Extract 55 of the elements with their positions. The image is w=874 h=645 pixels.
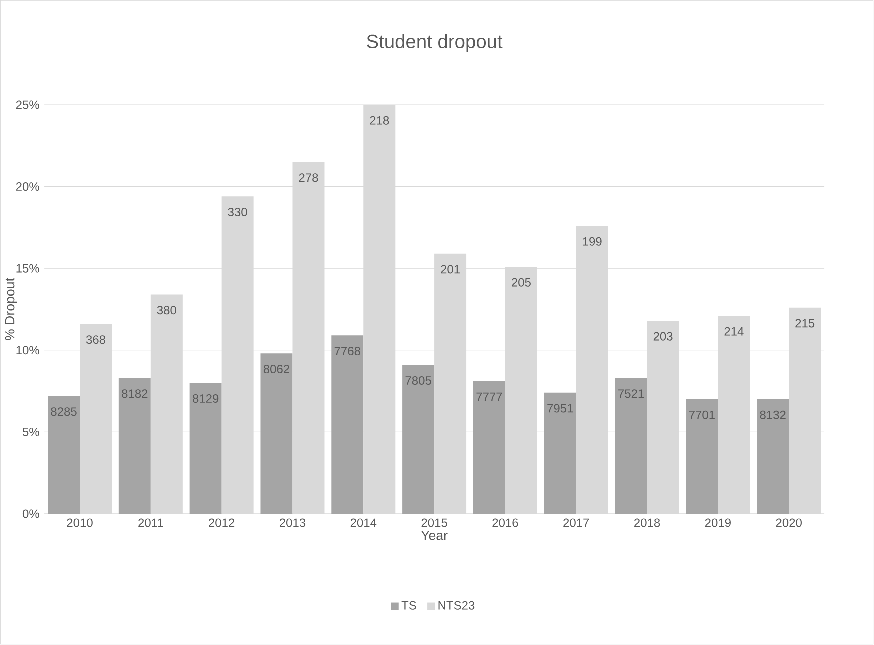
bar: [260, 354, 293, 514]
y-axis-title: % Dropout: [5, 278, 18, 341]
bar: [118, 378, 151, 514]
bar: [332, 336, 364, 514]
bar: [473, 381, 506, 514]
annotation: 7805: [406, 376, 432, 385]
bar: [544, 392, 576, 514]
x-axis-title: Year: [421, 531, 448, 540]
annotation: 278: [299, 174, 318, 182]
annotation: 7768: [334, 347, 360, 356]
bar: [615, 378, 648, 514]
x-tick-label: 2014: [350, 518, 377, 528]
bar: [686, 399, 718, 514]
x-tick-label: 2019: [705, 518, 731, 528]
annotation: 8182: [122, 390, 148, 398]
annotation: 201: [441, 265, 460, 274]
annotation: 8062: [264, 365, 290, 374]
annotation: 8285: [51, 408, 77, 416]
annotation: 330: [228, 208, 248, 216]
annotation: 205: [512, 278, 531, 287]
legend-label: TS: [402, 601, 416, 610]
annotation: 8129: [193, 394, 219, 403]
x-tick-label: 2013: [280, 518, 306, 528]
annotation: 218: [370, 116, 390, 125]
x-tick-label: 2016: [492, 518, 518, 528]
annotation: 7951: [548, 404, 574, 413]
annotation: 7777: [476, 392, 502, 402]
annotation: 215: [796, 319, 815, 328]
y-tick-label: 20%: [16, 182, 40, 192]
annotation: 214: [724, 327, 744, 336]
x-tick-label: 2010: [67, 518, 93, 528]
annotation: 368: [86, 336, 106, 344]
x-tick-label: 2018: [634, 518, 660, 528]
bar: [190, 383, 222, 514]
bar: [757, 399, 790, 514]
annotation: 7701: [689, 410, 715, 420]
annotation: 199: [583, 237, 602, 246]
annotation: 8132: [760, 410, 786, 420]
x-tick-label: 2017: [564, 518, 590, 528]
y-tick-label: 10%: [16, 346, 40, 355]
x-tick-label: 2020: [776, 518, 802, 528]
legend-label: NTS23: [438, 601, 475, 610]
annotation: 203: [654, 332, 673, 341]
y-tick-label: 25%: [16, 100, 40, 110]
x-tick-label: 2011: [138, 518, 164, 528]
chart-title: Student dropout: [367, 34, 503, 52]
bar: [48, 396, 80, 514]
annotation: 380: [157, 306, 176, 315]
annotation: 7521: [618, 390, 644, 398]
y-tick-label: 15%: [16, 264, 40, 273]
y-tick-label: 0%: [22, 510, 40, 518]
x-tick-label: 2012: [209, 518, 235, 528]
y-tick-label: 5%: [22, 428, 40, 436]
x-tick-label: 2015: [422, 518, 448, 528]
bar: [402, 365, 435, 514]
